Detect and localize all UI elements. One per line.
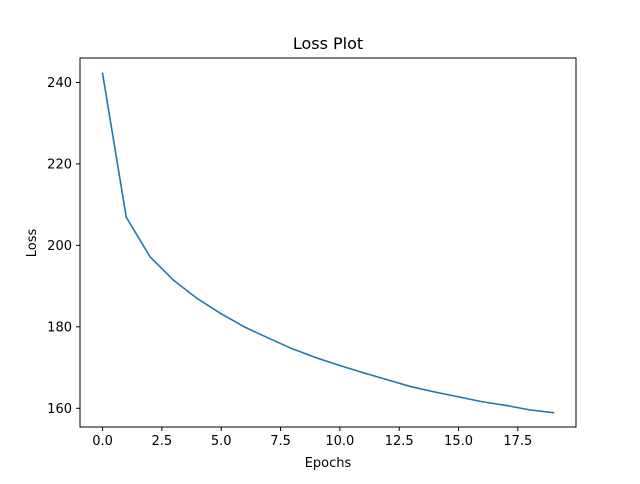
x-tick-label: 0.0	[92, 434, 113, 449]
loss-data-point	[410, 385, 412, 388]
y-tick-label: 220	[47, 157, 72, 172]
loss-data-point	[528, 409, 531, 411]
x-axis-label: Epochs	[305, 456, 352, 471]
y-axis-label: Loss	[25, 229, 40, 258]
loss-data-point	[196, 297, 199, 300]
loss-data-point	[457, 396, 460, 398]
loss-data-point	[244, 326, 246, 329]
loss-data-point	[339, 364, 341, 367]
loss-data-point	[149, 255, 151, 258]
y-tick-label: 200	[47, 239, 72, 254]
loss-data-point	[505, 404, 507, 407]
plot-area	[101, 72, 555, 414]
x-axis: 0.0 2.5 5.0 7.5 10.0 12.5 15.0 17.5	[92, 427, 532, 449]
loss-series-line	[101, 72, 555, 414]
loss-data-point	[125, 216, 128, 219]
loss-data-point	[101, 72, 104, 75]
loss-data-point	[481, 400, 484, 403]
x-tick-label: 15.0	[444, 434, 473, 449]
loss-data-point	[433, 391, 436, 393]
loss-data-point	[552, 411, 555, 414]
x-tick-label: 17.5	[503, 434, 532, 449]
loss-data-point	[220, 312, 223, 315]
x-tick-label: 10.0	[325, 434, 354, 449]
y-axis: 160 180 200 220 240	[47, 76, 80, 417]
loss-data-point	[315, 356, 317, 359]
loss-data-point	[386, 378, 389, 381]
y-tick-label: 240	[47, 76, 72, 91]
x-tick-label: 12.5	[385, 434, 414, 449]
loss-data-point	[362, 372, 365, 374]
loss-data-point	[291, 348, 294, 350]
x-tick-label: 2.5	[152, 434, 173, 449]
loss-data-point	[267, 337, 270, 340]
x-tick-label: 5.0	[211, 434, 232, 449]
y-tick-label: 160	[47, 402, 72, 417]
x-tick-label: 7.5	[270, 434, 291, 449]
y-tick-label: 180	[47, 320, 72, 335]
chart-title: Loss Plot	[293, 34, 363, 53]
loss-data-point	[172, 279, 175, 282]
plot-frame	[79, 57, 577, 428]
